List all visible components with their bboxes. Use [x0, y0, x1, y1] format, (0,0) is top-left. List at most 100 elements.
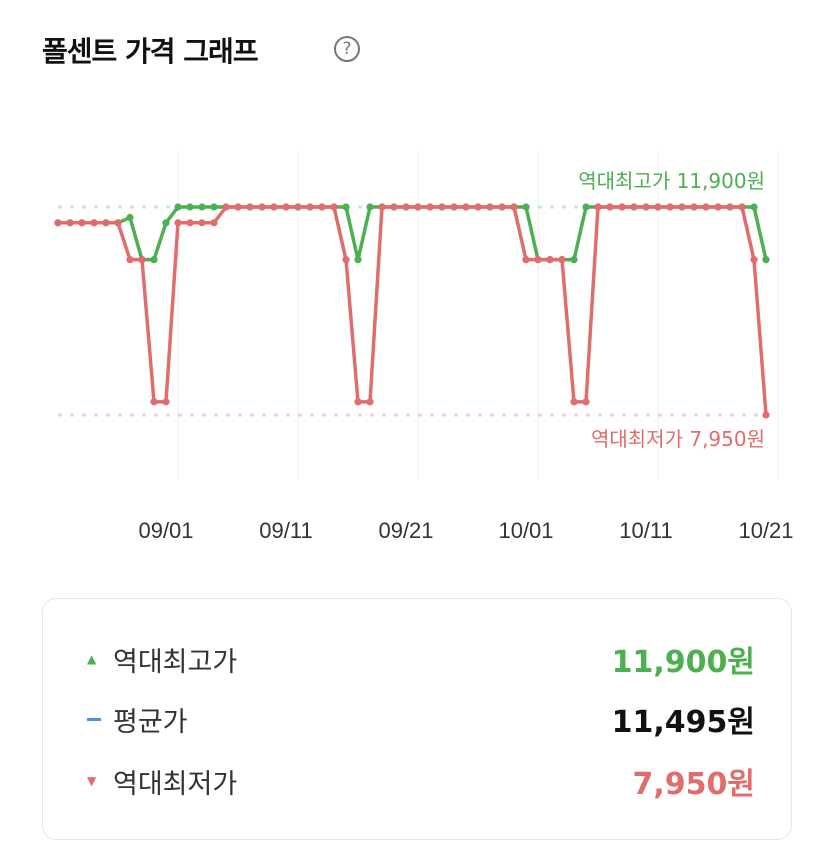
- x-tick-label: 10/11: [619, 518, 672, 543]
- low-price-point: [90, 219, 98, 227]
- price-chart: 09/01 09/11 09/21 10/01 10/11 10/21 역대최고가 11,9…: [54, 150, 794, 543]
- low-price-point: [498, 203, 506, 211]
- high-price-point: [186, 203, 194, 211]
- low-price-point: [486, 203, 494, 211]
- high-price-point: [750, 203, 758, 211]
- low-price-point: [558, 256, 566, 264]
- triangle-down-icon: ▼: [87, 774, 97, 788]
- triangle-up-icon: ▲: [87, 652, 97, 666]
- summary-row-avg: 평균가 11,495원: [87, 699, 755, 740]
- high-value: 11,900원: [611, 645, 755, 680]
- low-price-point: [54, 219, 62, 227]
- low-price-point: [270, 203, 278, 211]
- low-price-point: [690, 203, 698, 211]
- high-annotation: 역대최고가 11,900원: [578, 169, 765, 193]
- low-price-point: [150, 398, 158, 406]
- high-price-point: [354, 256, 362, 264]
- high-price-point: [198, 203, 206, 211]
- low-price-point: [162, 398, 170, 406]
- low-price-point: [630, 203, 638, 211]
- low-price-point: [546, 256, 554, 264]
- x-tick-label: 09/21: [378, 518, 433, 543]
- low-price-point: [294, 203, 302, 211]
- low-price-point: [714, 203, 722, 211]
- avg-label: 평균가: [113, 706, 188, 738]
- low-price-point: [450, 203, 458, 211]
- high-price-point: [126, 213, 134, 222]
- low-price-point: [582, 398, 590, 406]
- high-price-line: [58, 205, 768, 262]
- low-price-point: [414, 203, 422, 211]
- low-price-point: [474, 203, 482, 211]
- low-price-point: [258, 203, 266, 211]
- low-label: 역대최저가: [113, 768, 238, 800]
- high-price-point: [570, 256, 578, 264]
- low-price-point: [126, 256, 134, 264]
- low-price-point: [654, 203, 662, 211]
- low-price-line: [58, 205, 768, 416]
- low-price-point: [618, 203, 626, 211]
- low-price-point: [342, 256, 350, 264]
- low-price-point: [102, 219, 110, 227]
- low-value: 7,950원: [632, 767, 756, 802]
- high-price-point: [762, 256, 770, 264]
- low-price-point: [738, 203, 746, 211]
- low-price-point: [234, 203, 242, 211]
- low-price-point: [762, 411, 770, 419]
- low-price-point: [426, 203, 434, 211]
- low-price-point: [282, 203, 290, 211]
- low-price-point: [210, 219, 218, 227]
- x-tick-label: 09/11: [259, 518, 312, 543]
- high-price-point: [366, 203, 374, 211]
- low-price-point: [378, 203, 386, 211]
- low-price-point: [606, 203, 614, 211]
- low-price-point: [750, 256, 758, 264]
- x-tick-label: 10/01: [498, 518, 553, 543]
- low-annotation: 역대최저가 7,950원: [591, 427, 765, 451]
- low-price-point: [678, 203, 686, 211]
- high-label: 역대최고가: [113, 646, 238, 678]
- dash-icon: [87, 712, 103, 726]
- question-circle-icon[interactable]: ?: [334, 36, 360, 62]
- low-price-point: [702, 203, 710, 211]
- high-price-point: [210, 203, 218, 211]
- x-tick-label: 10/21: [738, 518, 793, 543]
- low-price-point: [246, 203, 254, 211]
- low-price-point: [174, 219, 182, 227]
- page-title: 폴센트 가격 그래프: [42, 35, 259, 68]
- high-price-point: [342, 203, 350, 211]
- low-price-point: [318, 203, 326, 211]
- low-price-point: [114, 219, 122, 227]
- low-price-point: [198, 219, 206, 227]
- summary-row-high: ▲ 역대최고가 11,900원: [87, 639, 755, 680]
- low-price-point: [354, 398, 362, 406]
- low-price-point: [66, 219, 74, 227]
- low-price-point: [510, 203, 518, 211]
- low-price-point: [642, 203, 650, 211]
- low-price-point: [390, 203, 398, 211]
- high-price-point: [174, 203, 182, 211]
- low-price-point: [570, 398, 578, 406]
- price-summary-box: ▲ 역대최고가 11,900원 평균가 11,495원 ▼ 역대최저가 7,95…: [42, 598, 792, 840]
- low-price-point: [594, 203, 602, 211]
- low-price-point: [726, 203, 734, 211]
- low-price-point: [186, 219, 194, 227]
- low-price-point: [330, 203, 338, 211]
- high-price-point: [582, 203, 590, 211]
- avg-value: 11,495원: [611, 705, 755, 740]
- low-price-point: [138, 256, 146, 264]
- high-price-point: [150, 256, 158, 264]
- low-price-point: [366, 398, 374, 406]
- low-price-point: [222, 203, 230, 211]
- high-price-point: [162, 219, 170, 227]
- low-price-point: [402, 203, 410, 211]
- low-price-point: [534, 256, 542, 264]
- x-tick-label: 09/01: [138, 518, 193, 543]
- low-price-point: [522, 256, 530, 264]
- low-price-point: [438, 203, 446, 211]
- summary-row-low: ▼ 역대최저가 7,950원: [87, 761, 756, 802]
- low-price-point: [666, 203, 674, 211]
- low-price-point: [306, 203, 314, 211]
- high-price-point: [522, 203, 530, 211]
